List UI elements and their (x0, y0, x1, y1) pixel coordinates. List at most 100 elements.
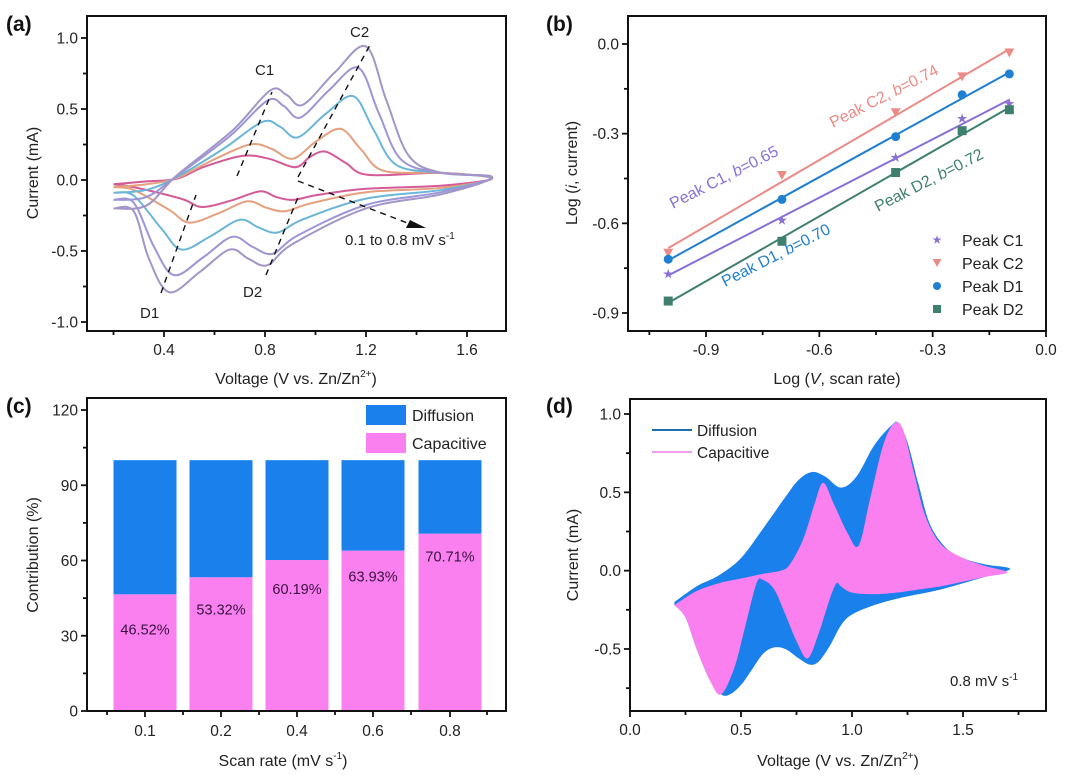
marker-triangle-down (957, 72, 968, 82)
marker-star (776, 214, 788, 225)
marker-square (777, 236, 787, 246)
annotation-b-value: =0.72 (943, 146, 987, 180)
legend-entry-label: Peak D1 (962, 279, 1023, 296)
y-tick-label: 0 (69, 704, 78, 721)
legend-label: Diffusion (412, 408, 474, 425)
x-tick-label: 0.2 (210, 723, 232, 740)
x-axis-title-d: Voltage (V vs. Zn/Zn2+) (757, 751, 919, 770)
x-axis-title-c-tail: ) (342, 753, 347, 770)
fit-line (667, 71, 1010, 262)
y-tick-label: 30 (61, 628, 79, 645)
marker-circle (1004, 69, 1014, 79)
marker-square (933, 305, 941, 313)
marker-triangle-down (1004, 48, 1015, 58)
annotation-peak-name: Peak C2, (827, 85, 897, 132)
panel-label-b: (b) (546, 13, 573, 36)
legend-label: Capacitive (697, 445, 769, 462)
x-tick-label: 0.8 (254, 342, 276, 359)
x-tick-label: 0.1 (134, 723, 156, 740)
axes-b: -0.9 -0.6 -0.3 0.0 -0.9 -0.6 -0.3 0.0 (592, 37, 1057, 360)
axes-c: 0.1 0.2 0.4 0.6 0.8 0 30 60 90 120 (52, 403, 488, 740)
x-tick-label: 1.2 (355, 342, 377, 359)
marker-square (957, 126, 967, 136)
bar-data-label: 53.32% (196, 602, 245, 618)
y-tick-label: 0.5 (56, 102, 78, 119)
bar-capacitive (189, 577, 253, 711)
panel-a-cv-curves: (a) C1 C2 D1 D2 0.1 to 0.8 mV s-1 0.4 0.8… (6, 13, 507, 388)
annotation-b-value: =0.70 (790, 221, 834, 255)
x-tick-label: -0.3 (919, 342, 946, 359)
bar-data-label: 70.71% (425, 550, 474, 566)
marker-circle (663, 254, 673, 264)
marker-star (1004, 98, 1015, 109)
b-value-annotation: Peak D1, b=0.70 (719, 221, 833, 291)
bar-data-label: 63.93% (348, 570, 397, 586)
contribution-areas-group (674, 421, 1011, 696)
marker-square (663, 296, 673, 306)
marker-square (1004, 105, 1014, 115)
y-tick-label: 1.0 (56, 31, 78, 48)
legend-c: Diffusion Capacitive (366, 405, 487, 453)
x-tick-label: 0.8 (439, 723, 461, 740)
panel-label-d: (d) (546, 395, 573, 418)
b-value-annotation: Peak D2, b=0.72 (872, 146, 986, 216)
x-axis-title-b: Log (V, scan rate) (773, 371, 900, 388)
y-tick-label: 60 (61, 553, 79, 570)
x-axis-title-a-main: Voltage (V vs. Zn/Zn (215, 371, 360, 388)
x-axis-title-a-tail: ) (372, 371, 377, 388)
marker-triangle-down (776, 171, 787, 181)
marker-square (891, 168, 901, 178)
y-axis-title-a: Current (mA) (25, 127, 42, 219)
label-d2: D2 (243, 284, 262, 301)
x-tick-label: 0.4 (286, 723, 308, 740)
legend-entry-label: Peak D2 (962, 302, 1023, 319)
x-axis-title-c: Scan rate (mV s-1) (219, 751, 348, 770)
x-axis-title-d-sup: 2+ (902, 751, 914, 762)
capacitive-area (674, 422, 1008, 695)
marker-star (932, 235, 942, 244)
marker-star (890, 152, 901, 162)
y-tick-label: 90 (61, 478, 79, 495)
scan-rate-arrow (297, 180, 411, 225)
legend-label: Diffusion (697, 423, 757, 440)
stacked-bars-group: 46.52% 53.32% 60.19% 63.93% 70.71% (113, 460, 482, 711)
y-axis-title-b-var: i (564, 185, 581, 189)
y-tick-label: 0.0 (599, 563, 621, 580)
x-axis-title-d-main: Voltage (V vs. Zn/Zn (757, 753, 902, 770)
legend-label: Capacitive (412, 436, 487, 453)
marker-triangle-down (932, 259, 942, 267)
bar-capacitive (113, 594, 177, 711)
plot-frame-b (627, 15, 1047, 332)
y-tick-label: -0.9 (592, 306, 619, 323)
bar-capacitive (341, 550, 405, 711)
plot-frame-a (86, 15, 507, 332)
bar-diffusion (189, 460, 253, 578)
x-axis-title-c-main: Scan rate (mV s (219, 753, 334, 770)
peak-annotations: C1 C2 D1 D2 0.1 to 0.8 mV s-1 (140, 24, 455, 322)
c2-guide-line (297, 44, 371, 178)
y-tick-label: 120 (52, 403, 78, 420)
bar-diffusion (113, 460, 177, 595)
legend-swatch (366, 405, 406, 425)
x-tick-label: 1.0 (841, 722, 863, 739)
axes-a: 0.4 0.8 1.2 1.6 -1.0 -0.5 0.0 0.5 1.0 (51, 31, 478, 360)
bar-data-label: 46.52% (120, 622, 169, 638)
cv-curves-group (113, 44, 494, 294)
legend-entry-label: Peak C2 (962, 256, 1023, 273)
marker-circle (777, 194, 787, 204)
y-tick-label: -0.5 (51, 244, 78, 261)
bar-diffusion (265, 460, 329, 561)
scan-rate-label-d: 0.8 mV s-1 (950, 672, 1019, 690)
bar-data-label: 60.19% (272, 582, 321, 598)
plot-frame-d (629, 398, 1047, 712)
scan-rate-range-label: 0.1 to 0.8 mV s-1 (345, 231, 455, 249)
annotation-peak-name: Peak C1, (667, 166, 737, 213)
label-c2: C2 (350, 24, 369, 41)
x-tick-label: 1.5 (952, 722, 974, 739)
axes-d: 0.0 0.5 1.0 1.5 -0.5 0.0 0.5 1.0 (594, 407, 1020, 739)
cv-curve (113, 44, 494, 294)
d2-guide-line (265, 194, 300, 276)
